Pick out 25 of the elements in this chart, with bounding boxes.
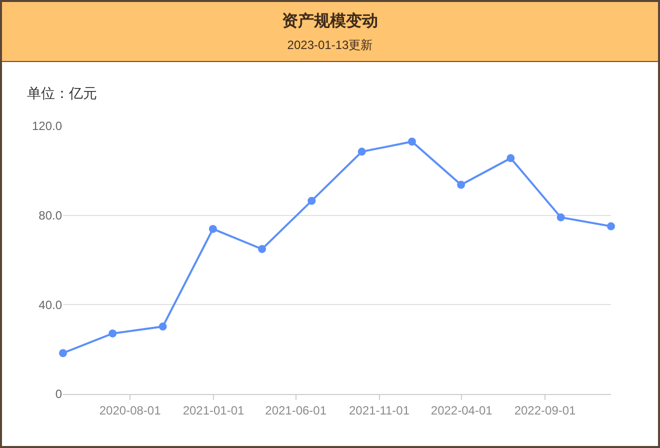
point bbox=[308, 196, 316, 205]
x-tick-label: 2021-06-01 bbox=[265, 403, 327, 418]
x-tick-label: 2020-08-01 bbox=[99, 403, 162, 418]
y-tick-label: 40.0 bbox=[38, 298, 62, 312]
point bbox=[556, 213, 565, 222]
chart-title: 资产规模变动 bbox=[281, 12, 379, 32]
point bbox=[258, 245, 266, 254]
point bbox=[408, 138, 416, 146]
y-tick-label: 120.0 bbox=[32, 119, 62, 134]
point bbox=[457, 180, 466, 189]
point bbox=[59, 349, 67, 358]
x-tick-label: 2021-01-01 bbox=[182, 403, 245, 418]
y-tick-label: 0 bbox=[55, 387, 62, 402]
y-axis-title: 单位：亿元 bbox=[27, 85, 97, 101]
point bbox=[108, 329, 117, 338]
x-tick-label: 2022-09-01 bbox=[514, 403, 576, 418]
point bbox=[506, 154, 515, 162]
x-tick-label: 2022-04-01 bbox=[430, 403, 493, 418]
y-tick-label: 80.0 bbox=[38, 208, 62, 223]
point bbox=[208, 224, 217, 233]
point bbox=[607, 222, 615, 230]
point bbox=[358, 148, 366, 156]
point bbox=[158, 322, 167, 331]
chart-subtitle: 2023-01-13更新 bbox=[286, 37, 374, 53]
x-tick-label: 2021-11-01 bbox=[349, 403, 410, 418]
